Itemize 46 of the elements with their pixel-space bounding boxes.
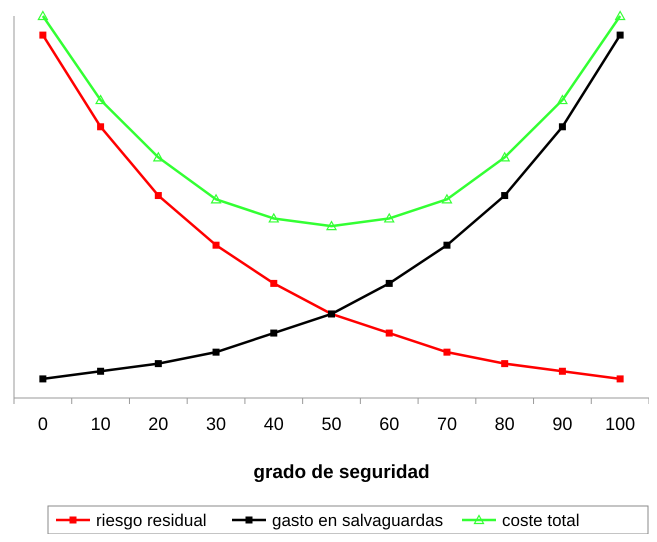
point xyxy=(557,94,568,104)
point xyxy=(558,123,566,130)
point xyxy=(616,32,624,39)
point xyxy=(558,368,566,375)
point xyxy=(39,32,46,39)
point xyxy=(154,360,162,368)
point xyxy=(210,194,222,204)
point xyxy=(443,242,450,249)
point xyxy=(268,213,279,223)
x-tick-label: 10 xyxy=(90,414,111,434)
x-tick-label: 50 xyxy=(321,414,342,434)
legend-label: riesgo residual xyxy=(96,511,207,530)
legend-label: coste total xyxy=(502,511,580,530)
x-tick-label: 90 xyxy=(552,414,572,434)
point xyxy=(95,94,106,104)
point xyxy=(386,280,393,287)
point xyxy=(443,348,450,356)
point xyxy=(500,152,510,162)
x-axis-title: grado de seguridad xyxy=(253,462,430,483)
x-tick-label: 40 xyxy=(264,414,284,434)
point xyxy=(501,192,508,200)
x-tick-label: 0 xyxy=(38,414,48,434)
point xyxy=(39,375,46,382)
x-tick-label: 80 xyxy=(494,414,515,434)
point xyxy=(615,10,626,20)
legend-label: gasto en salvaguardas xyxy=(272,511,444,530)
x-tick-label: 70 xyxy=(436,414,457,434)
point xyxy=(270,280,278,287)
point xyxy=(442,194,452,204)
point xyxy=(38,10,48,20)
point xyxy=(386,330,393,337)
point xyxy=(153,152,164,162)
x-tick-label: 30 xyxy=(206,414,226,434)
point xyxy=(212,348,220,356)
point xyxy=(326,221,337,230)
point xyxy=(212,242,220,249)
point xyxy=(97,368,104,375)
x-tick-label: 20 xyxy=(148,414,168,434)
x-tick-label: 100 xyxy=(605,414,636,434)
point xyxy=(384,213,394,223)
point xyxy=(501,360,508,368)
point xyxy=(97,123,104,130)
point xyxy=(154,192,162,200)
point xyxy=(616,375,624,382)
x-tick-label: 60 xyxy=(379,414,400,434)
point xyxy=(270,330,278,337)
